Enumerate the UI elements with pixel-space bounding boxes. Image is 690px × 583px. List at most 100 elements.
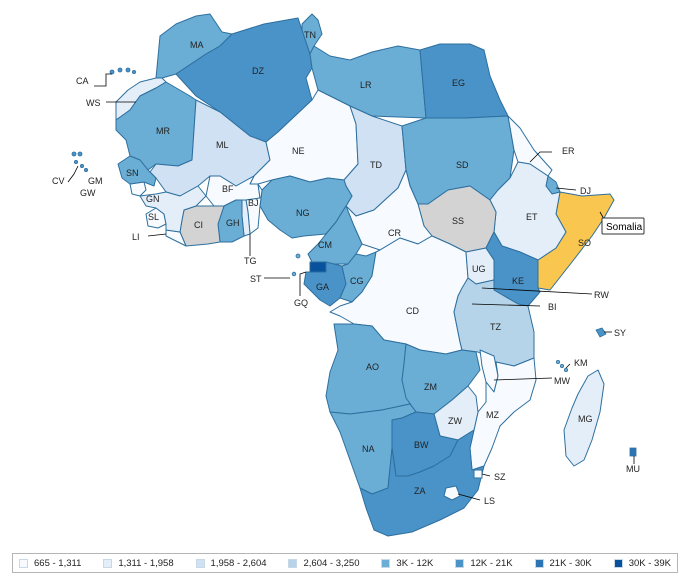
label-ke: KE [512,276,524,286]
legend-label: 1,311 - 1,958 [118,557,174,569]
tooltip-text: Somalia [606,222,643,233]
label-km: KM [574,358,588,368]
label-ug: UG [472,264,486,274]
legend-label: 30K - 39K [628,557,671,569]
label-na: NA [362,444,375,454]
country-mg[interactable] [563,369,605,467]
country-sn[interactable] [117,155,157,187]
mauritius-islands[interactable] [629,447,637,457]
legend-label: 12K - 21K [470,557,513,569]
label-dj: DJ [580,186,591,196]
label-gn: GN [146,194,160,204]
label-ng: NG [296,208,310,218]
legend-label: 1,958 - 2,604 [210,557,267,569]
legend-swatch [19,558,28,568]
country-cr[interactable] [345,169,433,251]
legend-swatch [103,558,113,568]
label-li: LI [132,232,140,242]
label-sl: SL [148,212,159,222]
label-za: ZA [414,486,426,496]
legend-swatch [534,558,544,568]
canary-islands[interactable] [109,67,136,75]
label-mg: MG [578,414,593,424]
legend: 665 - 1,311 1,311 - 1,958 1,958 - 2,604 … [12,553,678,573]
label-dz: DZ [252,66,264,76]
label-sn: SN [126,168,139,178]
sao-tome-islands[interactable] [291,253,301,277]
label-ma: MA [190,40,204,50]
label-ga: GA [316,282,329,292]
label-cd: CD [406,306,419,316]
legend-item[interactable]: 3K - 12K [381,558,433,569]
country-gq[interactable] [309,261,327,273]
country-gn[interactable] [139,185,207,233]
label-ao: AO [366,362,379,372]
label-cm: CM [318,240,332,250]
label-bi: BI [548,302,557,312]
label-tn: TN [304,30,316,40]
legend-item[interactable]: 665 - 1,311 [19,558,81,569]
label-mu: MU [626,464,640,474]
country-sz[interactable] [473,469,483,479]
legend-item[interactable]: 2,604 - 3,250 [288,558,359,569]
legend-swatch [381,558,391,568]
label-ls: LS [484,496,495,506]
legend-swatch [288,558,298,568]
label-mz: MZ [486,410,499,420]
label-cg: CG [350,276,364,286]
label-rw: RW [594,290,609,300]
label-gw: GW [80,188,96,198]
label-gm: GM [88,176,103,186]
label-st: ST [250,274,262,284]
legend-label: 21K - 30K [549,557,592,569]
country-tooltip: Somalia [601,217,645,235]
legend-label: 665 - 1,311 [34,557,82,569]
label-sy: SY [614,328,626,338]
label-zm: ZM [424,382,437,392]
label-ne: NE [292,146,305,156]
label-bj: BJ [248,198,259,208]
label-zw: ZW [448,416,462,426]
label-ws: WS [86,98,101,108]
legend-label: 2,604 - 3,250 [303,557,360,569]
label-mw: MW [554,376,570,386]
country-tn[interactable] [301,13,323,55]
legend-swatch [613,558,623,568]
label-tg: TG [244,256,257,266]
label-bw: BW [414,440,429,450]
leader-lines [67,73,635,501]
legend-label: 3K - 12K [396,557,434,569]
label-bf: BF [222,184,234,194]
label-sd: SD [456,160,469,170]
country-labels: MA DZ TN LR EG WS MR ML NE TD SD ER DJ S… [52,30,640,506]
legend-item[interactable]: 1,311 - 1,958 [103,557,174,569]
label-eg: EG [452,78,465,88]
label-mr: MR [156,126,170,136]
legend-item[interactable]: 21K - 30K [534,557,592,569]
label-td: TD [370,160,382,170]
cape-verde-islands[interactable] [71,151,89,172]
label-ml: ML [216,140,229,150]
label-tz: TZ [490,322,501,332]
legend-swatch [455,558,465,568]
legend-item[interactable]: 30K - 39K [613,557,671,569]
label-er: ER [562,146,575,156]
country-mr[interactable] [115,81,197,171]
comoros-islands[interactable] [556,359,569,372]
label-lr: LR [360,80,372,90]
label-ss: SS [452,216,464,226]
country-ml[interactable] [149,99,271,197]
label-so: SO [578,238,591,248]
label-gh: GH [226,218,240,228]
label-et: ET [526,212,538,222]
country-mz[interactable] [469,357,537,471]
label-ca: CA [76,76,89,86]
label-cv: CV [52,176,65,186]
label-sz: SZ [494,472,506,482]
legend-item[interactable]: 12K - 21K [455,557,513,569]
country-ls[interactable] [443,485,461,501]
country-za[interactable] [359,429,485,537]
legend-item[interactable]: 1,958 - 2,604 [195,557,267,569]
seychelles-islands[interactable] [595,327,607,338]
